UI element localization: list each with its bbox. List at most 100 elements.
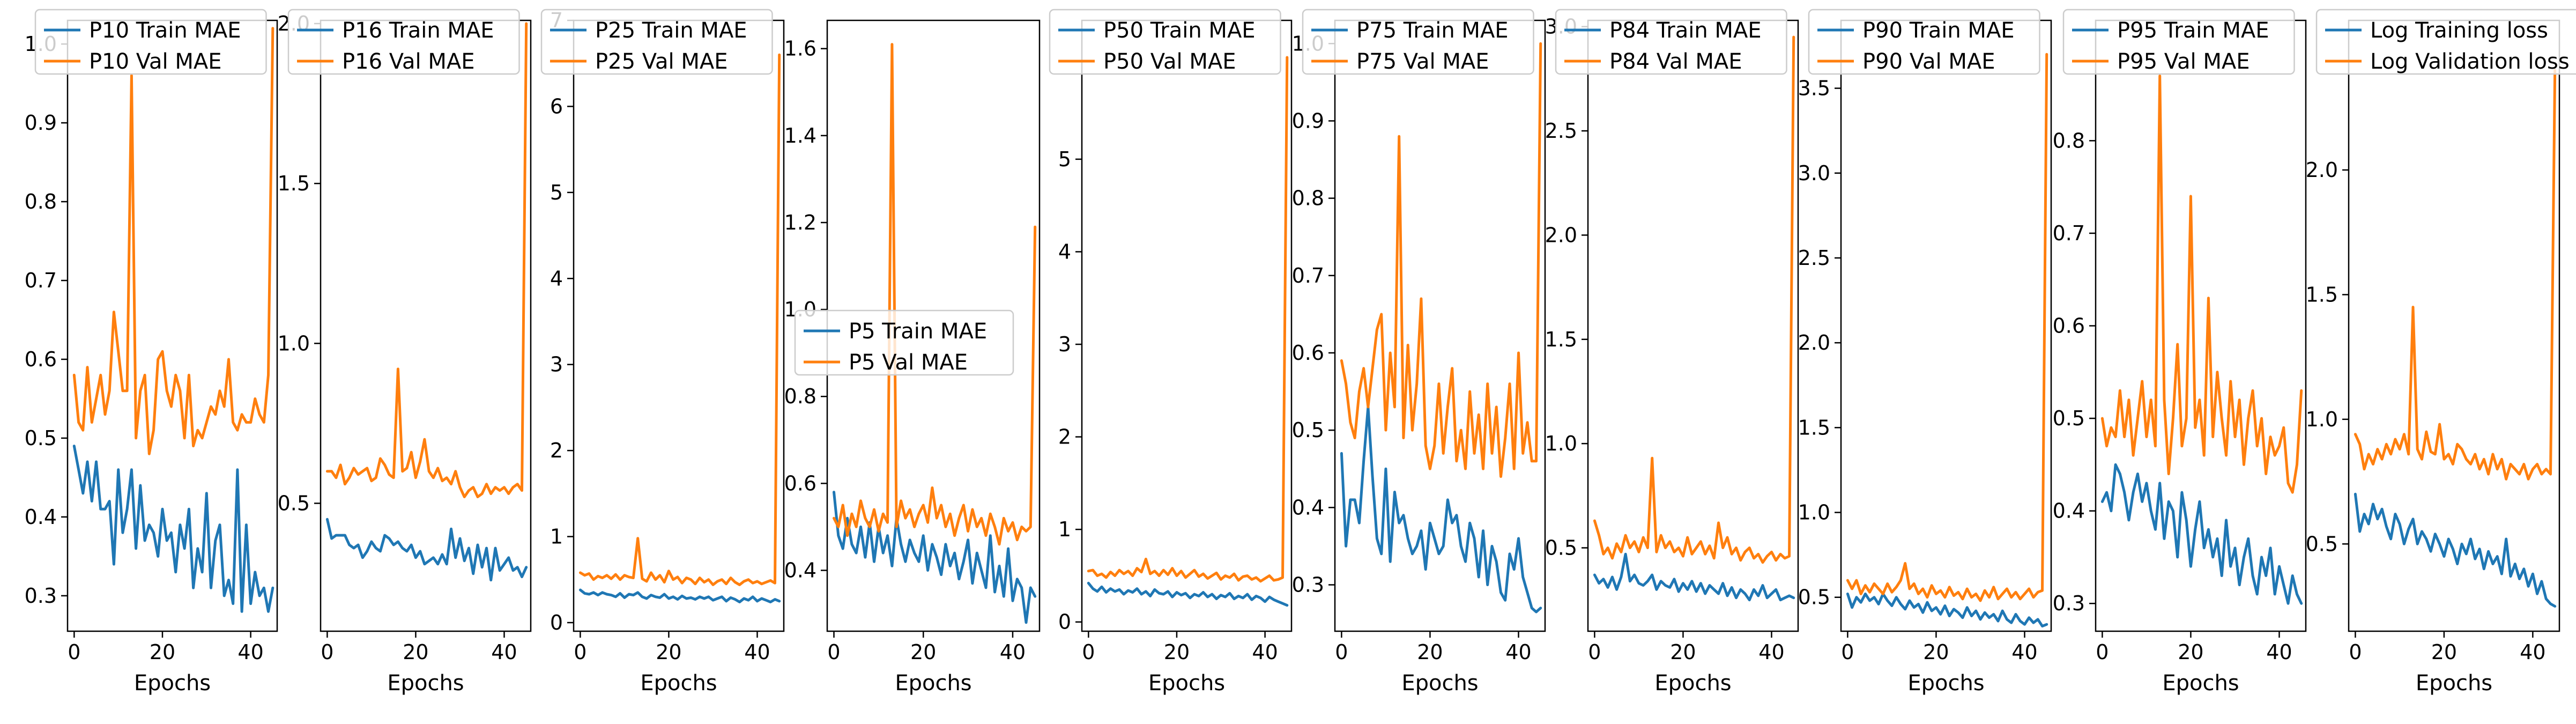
legend: P90 Train MAE P90 Val MAE	[1808, 9, 2040, 75]
x-tick-label: 20	[2431, 640, 2457, 664]
x-tick-label: 0	[68, 640, 80, 664]
legend-label: P95 Val MAE	[2117, 49, 2250, 74]
x-axis-label: Epochs	[640, 671, 717, 696]
x-tick-label: 0	[321, 640, 333, 664]
legend-frame	[34, 9, 267, 75]
legend: P95 Train MAE P95 Val MAE	[2062, 9, 2295, 75]
legend-label: P16 Val MAE	[342, 49, 474, 74]
legend-frame	[1049, 9, 1281, 75]
y-tick-label: 0.6	[784, 471, 816, 495]
subplot-8: 0 20 40 0.5 1.0 1.5 2.0 2.5 3.0 3.5 Epochs P90 Trai…	[1798, 9, 2052, 696]
y-tick-label: 3	[550, 353, 563, 376]
legend: P16 Train MAE P16 Val MAE	[287, 9, 520, 75]
x-tick-label: 20	[1923, 640, 1949, 664]
x-tick-label: 40	[1000, 640, 1026, 664]
x-tick-label: 40	[1252, 640, 1278, 664]
series-line-train	[1593, 552, 1795, 602]
x-tick-label: 40	[744, 640, 770, 664]
x-tick-label: 40	[237, 640, 263, 664]
y-tick-label: 0.9	[1292, 109, 1324, 132]
y-tick-label: 0.9	[25, 111, 57, 135]
plot-frame	[573, 19, 785, 632]
subplot-9: 0 20 40 0.3 0.4 0.5 0.6 0.7 0.8 Epochs P95 Train M…	[2053, 9, 2307, 696]
legend-label: P5 Train MAE	[849, 319, 987, 344]
x-axis-label: Epochs	[1148, 671, 1225, 696]
legend-label: P10 Train MAE	[89, 18, 241, 43]
series-line-train	[2354, 492, 2557, 608]
legend-frame	[1808, 9, 2040, 75]
y-tick-label: 4	[1058, 240, 1071, 263]
series-line-train	[325, 518, 528, 582]
series-line-val	[833, 43, 1037, 546]
legend-frame	[1555, 9, 1787, 75]
y-tick-label: 6	[550, 94, 563, 118]
y-tick-label: 0	[550, 611, 563, 634]
y-tick-label: 0.4	[2053, 499, 2085, 523]
x-tick-label: 40	[2520, 640, 2545, 664]
y-tick-label: 0.7	[2053, 221, 2085, 245]
x-axis-label: Epochs	[387, 671, 464, 696]
legend-label: P5 Val MAE	[849, 350, 968, 375]
y-tick-label: 1.4	[784, 124, 816, 147]
series-line-val	[1846, 53, 2048, 602]
y-tick-label: 0.5	[1292, 418, 1324, 442]
y-tick-label: 0.4	[784, 559, 816, 582]
legend: Log Training loss Log Validation loss	[2315, 9, 2576, 75]
legend-label: P75 Train MAE	[1356, 18, 1509, 43]
series-line-train	[1340, 405, 1542, 614]
x-tick-label: 0	[1335, 640, 1348, 664]
plot-frame	[2095, 19, 2307, 632]
series-line-train	[1087, 581, 1289, 607]
y-tick-label: 1.5	[1798, 416, 1830, 439]
x-tick-label: 40	[491, 640, 517, 664]
series-line-train	[1846, 592, 2048, 627]
legend: P5 Train MAE P5 Val MAE	[794, 309, 1014, 376]
plot-frame	[320, 19, 532, 632]
y-tick-label: 0.5	[2306, 532, 2338, 556]
y-tick-label: 0.6	[25, 348, 57, 371]
legend-label: Log Validation loss	[2370, 49, 2570, 74]
y-tick-label: 1.5	[1545, 328, 1577, 351]
legend: P50 Train MAE P50 Val MAE	[1049, 9, 1281, 75]
y-tick-label: 1	[550, 525, 563, 549]
y-tick-label: 0.4	[25, 505, 57, 529]
x-tick-label: 0	[827, 640, 840, 664]
series-line-train	[833, 491, 1037, 624]
y-tick-label: 0.5	[278, 491, 310, 515]
y-tick-label: 3.5	[1798, 77, 1830, 100]
legend-label: P84 Train MAE	[1609, 18, 1762, 43]
series-line-train	[578, 588, 781, 603]
x-tick-label: 20	[1417, 640, 1443, 664]
legend-frame	[287, 9, 520, 75]
legend-frame	[2315, 9, 2576, 75]
y-tick-label: 5	[1058, 147, 1071, 171]
y-tick-label: 0.3	[1292, 573, 1324, 596]
y-tick-label: 0.4	[1292, 496, 1324, 519]
plot-frame	[1334, 19, 1546, 632]
x-tick-label: 20	[910, 640, 936, 664]
y-tick-label: 0.5	[1545, 536, 1577, 560]
y-tick-label: 3.0	[1798, 161, 1830, 185]
x-tick-label: 0	[1841, 640, 1854, 664]
y-tick-label: 2.0	[2306, 158, 2338, 182]
x-tick-label: 20	[1164, 640, 1190, 664]
y-tick-label: 2.5	[1545, 119, 1577, 143]
legend-label: P50 Val MAE	[1103, 49, 1236, 74]
y-tick-label: 1.2	[784, 211, 816, 234]
series-line-val	[2100, 75, 2303, 494]
y-tick-label: 5	[550, 181, 563, 204]
x-tick-label: 40	[2266, 640, 2292, 664]
x-axis-label: Epochs	[895, 671, 971, 696]
legend: P10 Train MAE P10 Val MAE	[34, 9, 267, 75]
legend-label: P25 Train MAE	[595, 18, 747, 43]
y-tick-label: 0.8	[2053, 129, 2085, 152]
plot-frame	[2348, 19, 2560, 632]
legend: P75 Train MAE P75 Val MAE	[1302, 9, 1534, 75]
series-line-val	[1593, 35, 1795, 564]
legend-label: P90 Val MAE	[1862, 49, 1995, 74]
